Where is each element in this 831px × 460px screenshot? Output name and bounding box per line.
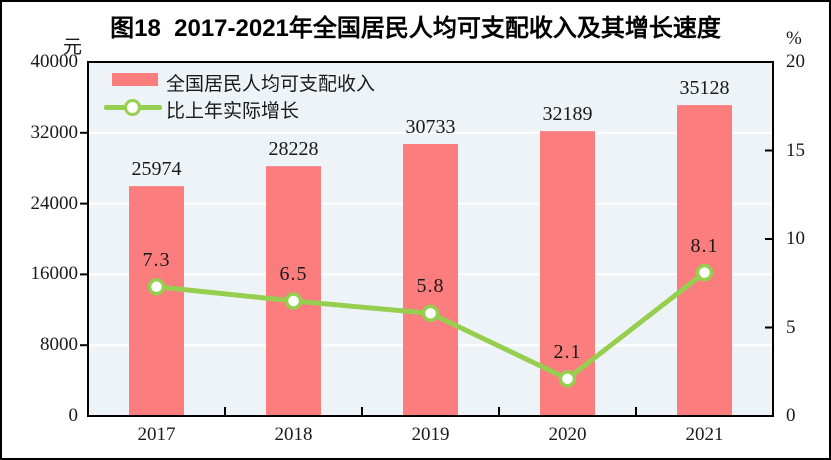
growth-value-label-2021: 8.1 bbox=[690, 234, 719, 257]
legend-line-label: 比上年实际增长 bbox=[166, 101, 300, 122]
growth-value-label-2018: 6.5 bbox=[279, 262, 308, 285]
left-axis-unit: 元 bbox=[62, 37, 82, 58]
left-axis-label-32000: 32000 bbox=[30, 121, 79, 143]
x-axis-label-2017: 2017 bbox=[137, 424, 176, 445]
x-axis-label-2018: 2018 bbox=[274, 424, 313, 445]
right-axis-label-20: 20 bbox=[786, 51, 805, 72]
bar-value-label-2017: 25974 bbox=[131, 158, 182, 181]
right-axis-label-5: 5 bbox=[786, 316, 796, 338]
chart-title: 图18 2017-2021年全国居民人均可支配收入及其增长速度 bbox=[110, 15, 721, 42]
bar-2017 bbox=[129, 186, 184, 416]
marker-2019 bbox=[421, 304, 440, 323]
x-axis-label-2021: 2021 bbox=[685, 424, 724, 445]
left-axis-label-8000: 8000 bbox=[40, 334, 78, 356]
marker-2018 bbox=[284, 292, 303, 310]
growth-value-label-2017: 7.3 bbox=[142, 248, 171, 271]
left-axis-label-0: 0 bbox=[68, 405, 79, 426]
right-axis-unit: % bbox=[786, 28, 802, 49]
bar-2021 bbox=[677, 105, 732, 417]
legend-bar-swatch bbox=[112, 73, 158, 86]
right-axis-label-0: 0 bbox=[786, 405, 796, 426]
left-axis-label-16000: 16000 bbox=[30, 263, 79, 285]
marker-2020 bbox=[558, 370, 577, 388]
bar-value-label-2019: 30733 bbox=[405, 116, 456, 138]
growth-value-label-2020: 2.1 bbox=[553, 340, 582, 363]
marker-2021 bbox=[695, 263, 714, 282]
left-axis-label-24000: 24000 bbox=[30, 192, 79, 214]
bar-2019 bbox=[403, 144, 458, 417]
marker-2017 bbox=[147, 278, 166, 296]
bar-value-label-2020: 32189 bbox=[542, 103, 593, 126]
right-axis-label-15: 15 bbox=[786, 139, 805, 161]
right-axis-label-10: 10 bbox=[786, 228, 805, 249]
bar-value-label-2018: 28228 bbox=[268, 138, 319, 161]
growth-value-label-2019: 5.8 bbox=[416, 275, 445, 298]
legend-line-marker-icon bbox=[124, 99, 141, 116]
x-axis-label-2020: 2020 bbox=[548, 424, 587, 445]
bar-value-label-2021: 35128 bbox=[679, 77, 730, 100]
left-axis-label-40000: 40000 bbox=[30, 51, 79, 72]
bar-2018 bbox=[266, 166, 321, 416]
legend-bar-label: 全国居民人均可支配收入 bbox=[166, 74, 376, 95]
x-axis-label-2019: 2019 bbox=[411, 424, 450, 445]
